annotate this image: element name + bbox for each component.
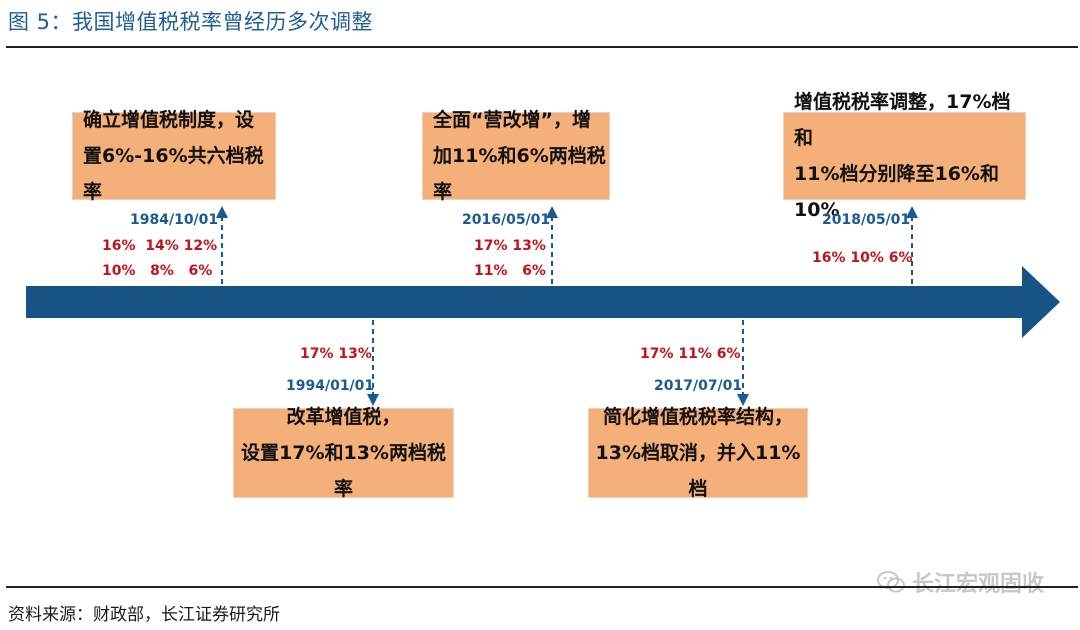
event-date-2018: 2018/05/01 [822,212,911,228]
event-date-1984: 1984/10/01 [130,212,219,228]
event-desc-line1: 改革增值税， [286,406,401,428]
event-desc-line2: 加11%和6%两档税率 [433,145,606,203]
event-desc-line1: 简化增值税税率结构， [602,406,793,428]
event-desc-line1: 确立增值税制度，设 [83,109,255,131]
event-rates-2016-line1: 17% 13% [474,238,546,254]
arrowhead-1994 [367,394,379,406]
event-box-2018: 增值税税率调整，17%档和 11%档分别降至16%和10% [783,91,1026,221]
event-rates-1984-line2: 10% 8% 6% [102,263,213,279]
event-box-2016: 全面“营改增”，增 加11%和6%两档税率 [422,109,610,203]
event-desc-line1: 增值税税率调整，17%档和 [794,91,1011,149]
event-desc-line2: 设置17%和13%两档税率 [241,442,446,500]
source-note: 资料来源：财政部，长江证券研究所 [8,605,280,625]
event-desc-line2: 置6%-16%共六档税率 [83,145,264,203]
event-rates-2017: 17% 11% 6% [640,346,741,362]
arrowhead-2016 [546,206,558,218]
event-rates-2016-line2: 11% 6% [474,263,546,279]
event-rates-1994: 17% 13% [300,346,372,362]
event-box-2017: 简化增值税税率结构， 13%档取消，并入11%档 [588,406,808,500]
event-desc-line2: 13%档取消，并入11%档 [595,442,801,500]
bottom-divider [6,586,1078,588]
event-box-1994: 改革增值税， 设置17%和13%两档税率 [233,406,454,500]
event-box-1984: 确立增值税制度，设 置6%-16%共六档税率 [72,109,276,203]
event-date-1994: 1994/01/01 [286,378,375,394]
arrowhead-1984 [216,206,228,218]
watermark: 长江宏观固收 [876,566,1044,598]
top-divider [6,46,1078,48]
event-date-2016: 2016/05/01 [462,212,551,228]
wechat-icon [876,571,905,593]
figure-title: 图 5：我国增值税税率曾经历多次调整 [8,10,374,34]
event-rates-2018: 16% 10% 6% [812,250,913,266]
timeline-arrow [26,266,1060,338]
event-desc-line1: 全面“营改增”，增 [433,109,591,131]
event-desc-line2: 11%档分别降至16%和10% [794,163,999,221]
watermark-text: 长江宏观固收 [911,572,1044,597]
event-rates-1984-line1: 16% 14% 12% [102,238,218,254]
event-date-2017: 2017/07/01 [654,378,743,394]
arrowhead-2017 [737,394,749,406]
arrowhead-2018 [906,206,918,218]
